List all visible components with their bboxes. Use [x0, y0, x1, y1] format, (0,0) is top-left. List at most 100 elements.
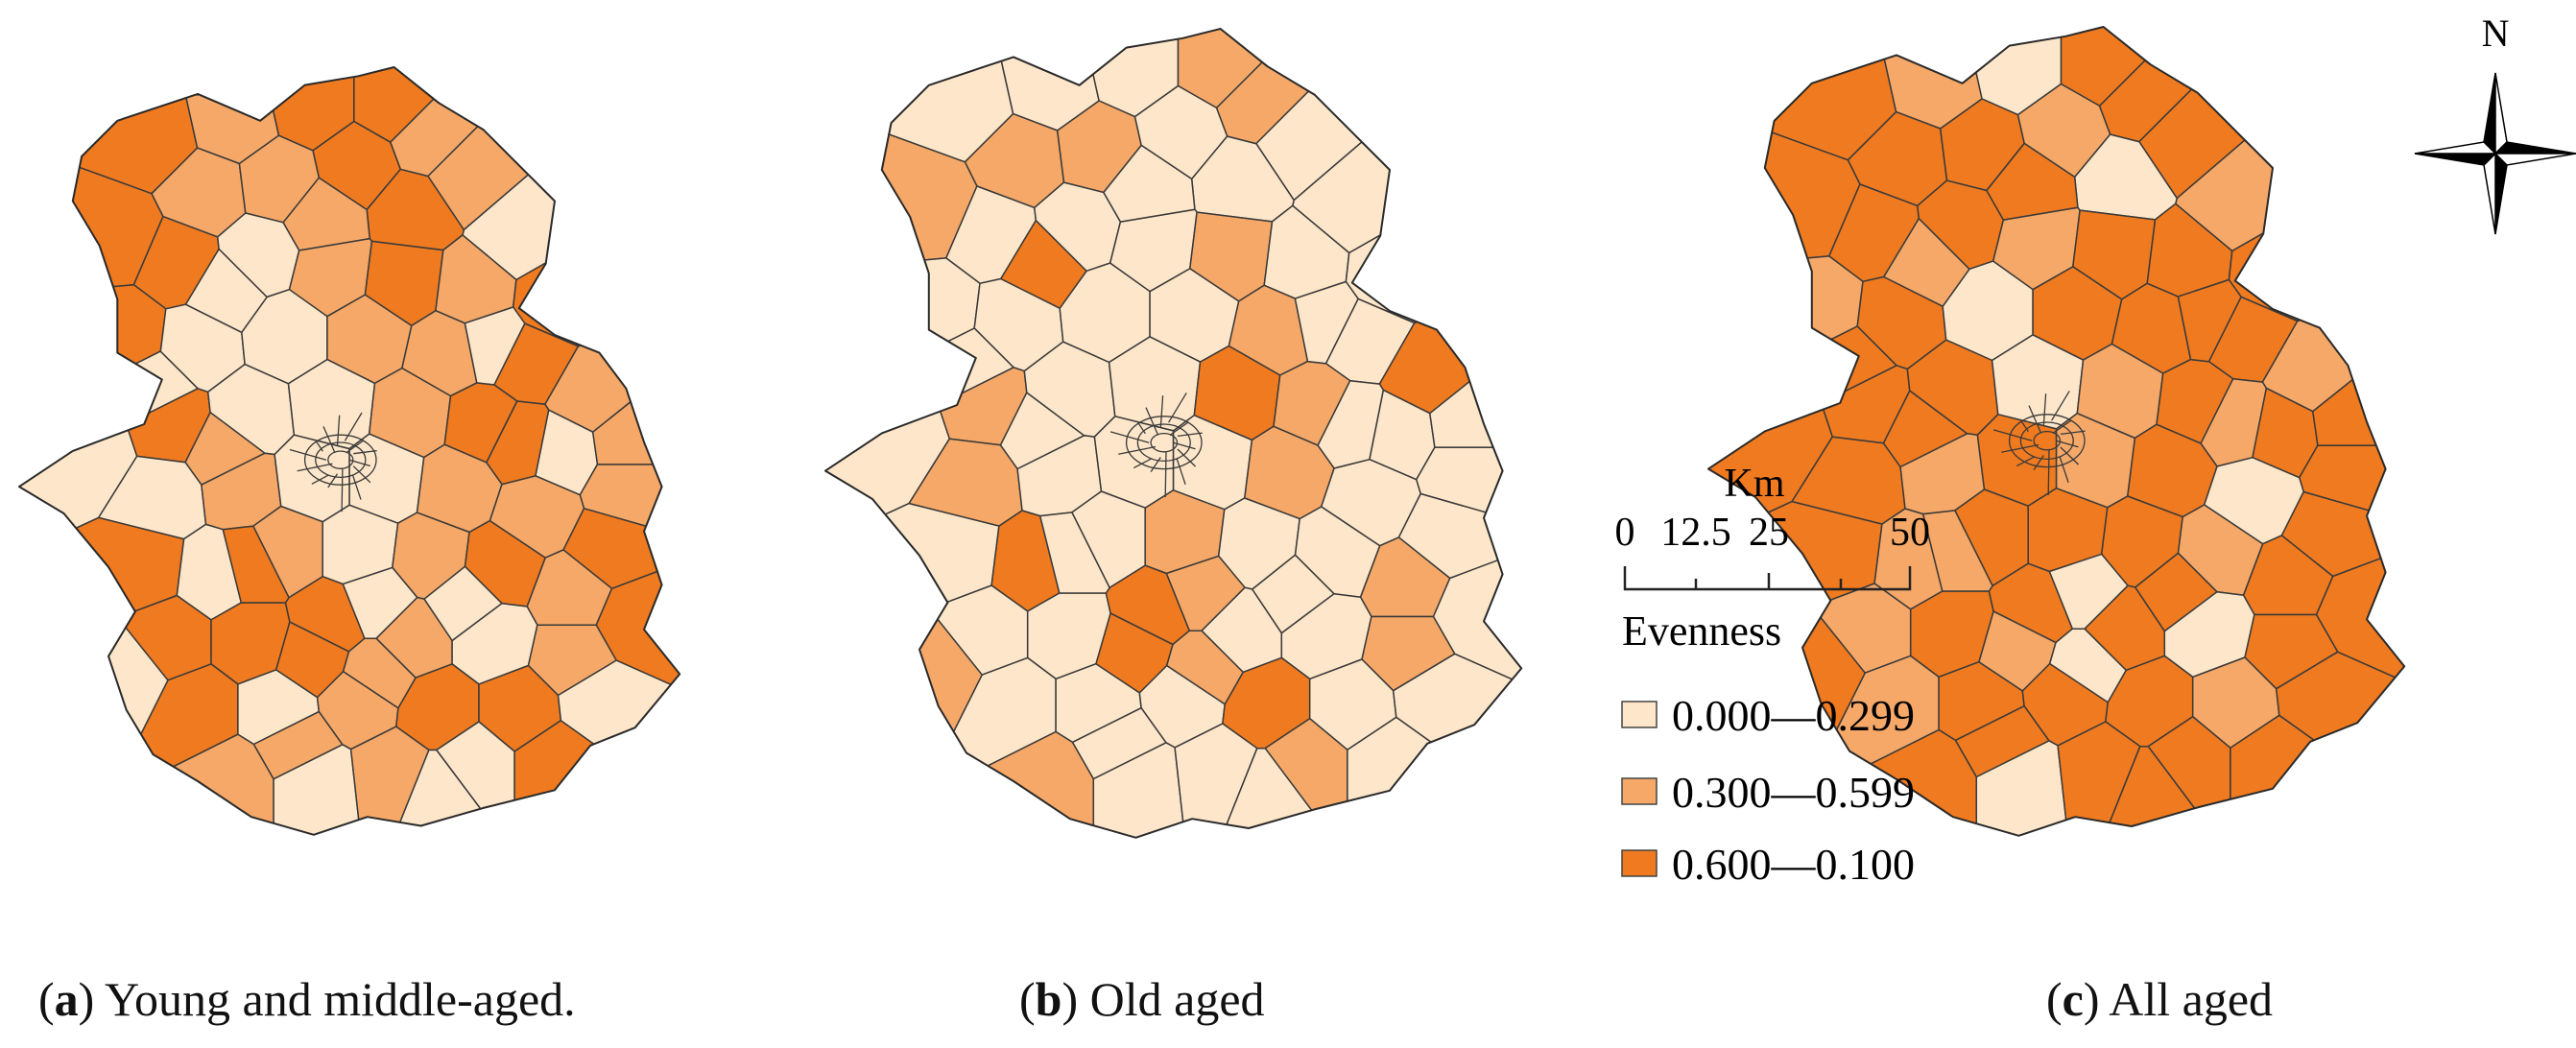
core-ring-a-1 [315, 441, 367, 479]
core-line-a-5 [311, 474, 329, 485]
legend-label-0: 0.000—0.299 [1672, 691, 1915, 740]
district-a-79 [342, 637, 417, 709]
scale-tick-0: 0 [1615, 511, 1635, 555]
district-b-73 [1317, 379, 1385, 469]
district-c-57 [2275, 651, 2405, 836]
caption-c: (c) All aged [2046, 972, 2274, 1026]
core-line-b-13 [1177, 432, 1203, 438]
core-line-b-9 [1145, 407, 1159, 436]
scale-bar-line [1623, 566, 1912, 591]
core-line-a-9 [322, 426, 336, 454]
district-c-78 [2177, 278, 2242, 363]
district-b-66 [1345, 88, 1522, 324]
district-c-4 [2138, 27, 2405, 200]
legend: Evenness 0.000—0.299 0.300—0.599 0.600—0… [1621, 607, 1915, 889]
caption-b: (b) Old aged [1019, 972, 1265, 1026]
core-line-c-10 [2042, 393, 2047, 426]
district-b-38 [825, 502, 1000, 610]
scale-tick-1: 12.5 [1660, 511, 1731, 555]
district-b-4 [1255, 29, 1522, 202]
district-b-63 [1000, 219, 1087, 309]
district-b-79 [1165, 630, 1244, 705]
core-ring-b-0 [1150, 432, 1179, 453]
district-a-5 [462, 67, 680, 281]
district-a-76 [184, 411, 266, 486]
district-c-16 [1708, 255, 1864, 365]
core-line-c-9 [2028, 405, 2042, 434]
district-a-69 [423, 565, 503, 642]
core-line-b-5 [1133, 458, 1152, 469]
urban-core-a [289, 412, 377, 512]
core-line-b-6 [1118, 445, 1157, 455]
district-c-62 [2230, 714, 2405, 836]
core-line-c-3 [2047, 449, 2050, 496]
urban-core-c [1992, 391, 2086, 496]
district-c-68 [1921, 510, 1993, 592]
district-c-75 [2312, 247, 2405, 446]
caption-c-text: All aged [2109, 972, 2274, 1026]
district-a-67 [282, 177, 370, 251]
district-b-71 [1071, 706, 1167, 780]
districts-a [19, 67, 680, 835]
district-a-58 [19, 733, 274, 835]
district-a-66 [512, 124, 680, 347]
district-b-75 [1429, 249, 1522, 448]
caption-c-letter: c [2062, 972, 2084, 1026]
core-line-c-11 [2051, 391, 2070, 421]
core-line-a-2 [351, 474, 362, 500]
core-line-b-11 [1168, 393, 1187, 423]
legend-swatch-2 [1621, 849, 1658, 877]
core-line-b-3 [1164, 451, 1167, 498]
district-b-57 [1392, 653, 1522, 838]
caption-b-letter: b [1035, 972, 1062, 1026]
core-ring-b-2 [1125, 416, 1203, 470]
district-a-62 [513, 720, 680, 835]
district-b-69 [1252, 554, 1335, 634]
core-line-c-5 [2015, 456, 2035, 467]
core-line-a-6 [297, 463, 333, 472]
core-line-b-2 [1176, 458, 1186, 486]
district-b-68 [1038, 512, 1110, 594]
scale-tick-2: 25 [1749, 511, 1789, 555]
caption-a-letter: a [54, 972, 79, 1026]
district-b-67 [1103, 144, 1196, 223]
core-line-b-10 [1159, 395, 1164, 428]
core-line-c-12 [2052, 419, 2072, 435]
district-a-63 [184, 248, 268, 334]
caption-a: (a) Young and middle-aged. [38, 972, 576, 1026]
legend-swatch-0 [1621, 701, 1658, 728]
district-a-57 [557, 659, 680, 835]
district-b-22 [1378, 242, 1522, 415]
district-c-67 [1986, 142, 2079, 221]
district-c-69 [2135, 552, 2218, 632]
district-a-16 [19, 283, 167, 389]
legend-label-2: 0.600—0.100 [1672, 840, 1915, 889]
core-line-c-4 [2033, 455, 2044, 470]
core-ring-a-2 [303, 434, 377, 486]
core-line-a-8 [316, 441, 323, 452]
north-label: N [2482, 12, 2510, 55]
district-a-71 [252, 710, 344, 780]
scale-tick-3: 50 [1890, 511, 1930, 555]
district-c-79 [2048, 628, 2127, 703]
north-arrow-icon: N [2414, 12, 2576, 235]
core-ring-b-1 [1136, 423, 1191, 463]
core-line-b-4 [1150, 457, 1161, 472]
district-a-75 [591, 275, 680, 465]
district-b-62 [1347, 716, 1522, 838]
core-ring-c-1 [2019, 421, 2074, 461]
district-a-22 [544, 270, 680, 433]
district-b-78 [1294, 280, 1359, 365]
scale-unit: Km [1725, 462, 1785, 506]
map-old-aged [824, 28, 1523, 839]
district-c-63 [1883, 217, 1970, 307]
map-young-middle-aged [18, 66, 681, 836]
core-line-b-1 [1177, 448, 1197, 467]
core-ring-a-0 [327, 450, 354, 469]
core-line-c-2 [2059, 456, 2069, 484]
district-c-73 [2200, 377, 2268, 467]
district-c-66 [2228, 86, 2405, 322]
core-line-c-6 [2001, 443, 2039, 453]
core-line-a-13 [353, 449, 377, 455]
legend-label-1: 0.300—0.599 [1672, 768, 1915, 817]
